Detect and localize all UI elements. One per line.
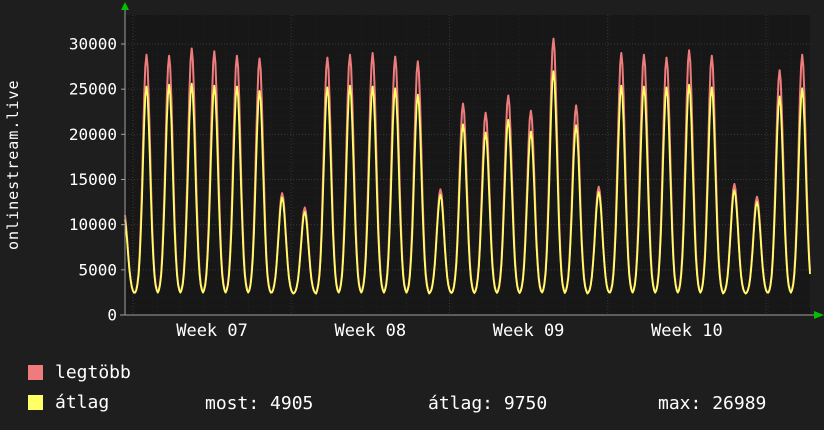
stat-max-label: max: (658, 393, 702, 414)
y-tick-label: 15000 (69, 170, 117, 189)
x-week-label: Week 09 (493, 321, 565, 341)
axis-arrow-right-icon (814, 311, 824, 319)
y-tick-label: 10000 (69, 215, 117, 234)
stat-max-value: 26989 (712, 393, 767, 414)
stat-most-value: 4905 (270, 393, 314, 414)
x-week-label: Week 07 (176, 321, 248, 341)
y-tick-label: 30000 (69, 35, 117, 54)
y-tick-label: 20000 (69, 125, 117, 144)
x-week-label: Week 08 (335, 321, 407, 341)
legend-swatch-atlag (28, 395, 43, 410)
stat-most-label: most: (205, 393, 260, 414)
axis-arrow-up-icon (121, 2, 129, 10)
legend-label-atlag: átlag (55, 392, 110, 413)
y-tick-label: 25000 (69, 80, 117, 99)
legend-swatch-legtobb (28, 365, 43, 380)
legend-row-atlag: átlag (28, 392, 109, 413)
stat-atlag: átlag: 9750 (428, 393, 547, 414)
stat-most: most: 4905 (205, 393, 313, 414)
stat-atlag-value: 9750 (503, 393, 548, 414)
legend-label-legtobb: legtöbb (55, 362, 131, 383)
x-week-label: Week 10 (651, 321, 723, 341)
legend-row-legtobb: legtöbb (28, 362, 131, 383)
traffic-chart: 0 5000 10000 15000 20000 25000 30000 Week 07 Wee… (69, 2, 824, 341)
y-tick-label: 0 (107, 306, 117, 325)
series-line-atlag (124, 70, 811, 295)
y-tick-label: 5000 (78, 260, 117, 279)
stat-atlag-label: átlag: (428, 393, 494, 414)
stat-max: max: 26989 (658, 393, 766, 414)
